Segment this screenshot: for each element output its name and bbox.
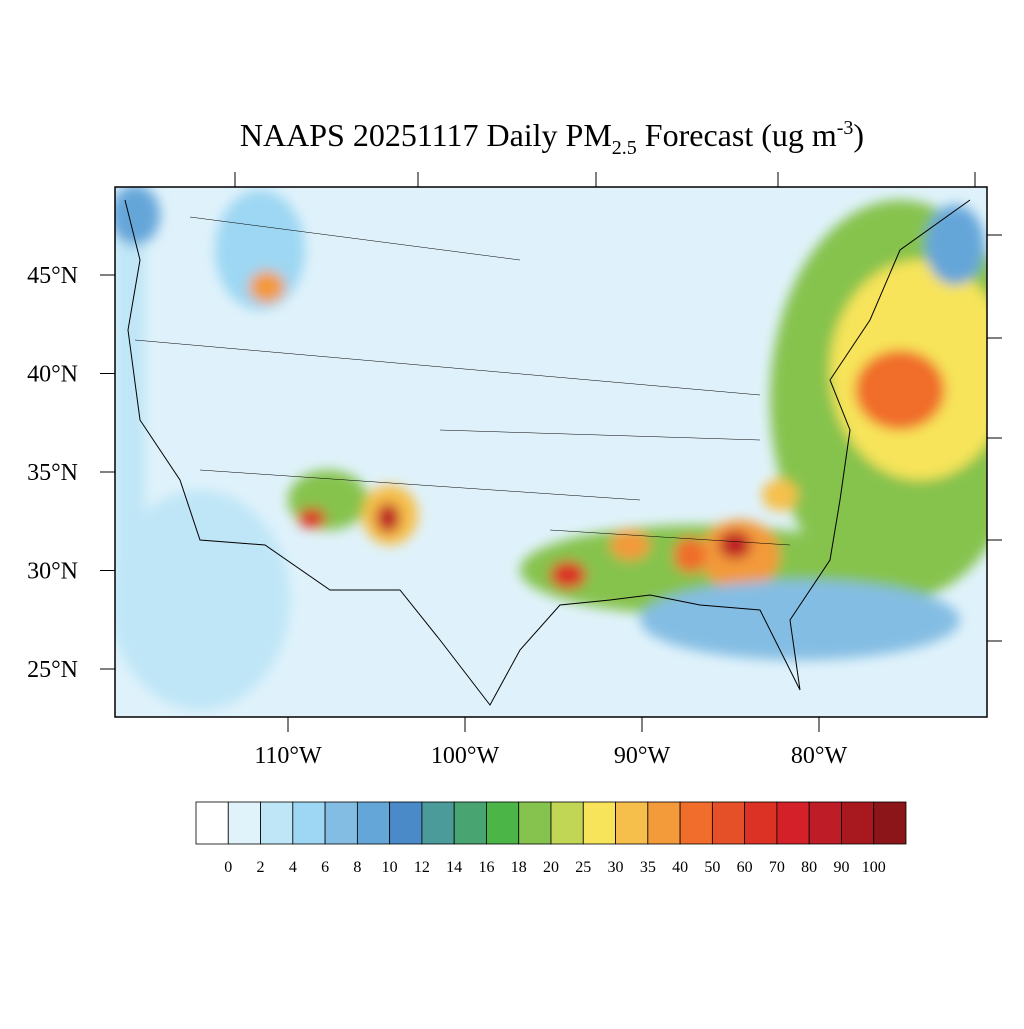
plume: [719, 531, 751, 559]
colorbar-box: [647, 801, 681, 845]
colorbar-label: 6: [321, 859, 329, 876]
plume: [115, 490, 290, 710]
plume: [674, 537, 706, 573]
colorbar-box: [776, 801, 810, 845]
plume: [550, 561, 586, 589]
coastline: [124, 199, 971, 706]
lon-label: 80°W: [791, 743, 848, 769]
lon-label: 100°W: [431, 743, 500, 769]
plume: [249, 271, 285, 303]
colorbar-label: 18: [511, 859, 527, 876]
title-sub: 2.5: [612, 137, 637, 159]
colorbar-label: 100: [862, 859, 886, 876]
colorbar-label: 50: [704, 859, 720, 876]
colorbar-box: [873, 801, 907, 845]
colorbar-box: [808, 801, 842, 845]
plume: [762, 479, 798, 511]
plume: [376, 503, 400, 533]
colorbar-label: 0: [224, 859, 232, 876]
boundaries: [124, 199, 971, 706]
map-frame: [114, 186, 988, 718]
colorbar-box: [292, 801, 326, 845]
colorbar-label: 4: [289, 859, 297, 876]
lat-label: 45°N: [27, 263, 78, 289]
colorbar-label: 90: [833, 859, 849, 876]
plume: [855, 350, 945, 430]
colorbar-box: [518, 801, 552, 845]
pm25-field: [115, 187, 987, 710]
title: NAAPS 20251117 Daily PM2.5 Forecast (ug …: [240, 117, 864, 159]
colorbar-label: 16: [478, 859, 494, 876]
colorbar-label: 60: [737, 859, 753, 876]
colorbar-box: [615, 801, 649, 845]
colorbar-box: [356, 801, 391, 845]
lat-label: 25°N: [27, 657, 78, 683]
plume: [640, 580, 960, 660]
colorbar-label: 20: [543, 859, 559, 876]
frame-ticks: [234, 172, 1002, 642]
tick: [234, 172, 1002, 642]
colorbar-box: [389, 801, 423, 845]
colorbar-box: [486, 801, 520, 845]
colorbar-box: [195, 801, 229, 845]
lat-label: 30°N: [27, 559, 78, 585]
colorbar-label: 40: [672, 859, 688, 876]
colorbar-label: 2: [257, 859, 265, 876]
title-text: NAAPS 20251117 Daily PM: [240, 117, 612, 153]
title-text: ): [853, 117, 864, 153]
colorbar-label: 35: [640, 859, 656, 876]
colorbar-box: [841, 801, 875, 845]
colorbar-box: [744, 801, 778, 845]
lat-label: 40°N: [27, 362, 78, 388]
colorbar-box: [227, 801, 261, 845]
colorbar-label: 70: [769, 859, 785, 876]
lon-label: 90°W: [614, 743, 671, 769]
colorbar-label: 12: [414, 859, 430, 876]
title-sup: -3: [837, 117, 854, 139]
plume: [115, 187, 160, 245]
colorbar-label: 14: [446, 859, 462, 876]
plume: [298, 508, 326, 528]
colorbar-label: 25: [575, 859, 591, 876]
colorbar-box: [260, 801, 294, 845]
colorbar-label: 10: [382, 859, 398, 876]
colorbar-box: [711, 801, 746, 845]
lon-label: 110°W: [254, 743, 322, 769]
state-border: [134, 216, 791, 546]
plume: [925, 205, 985, 285]
colorbar-label: 8: [353, 859, 361, 876]
colorbar-box: [453, 801, 487, 845]
colorbar-box: [324, 801, 358, 845]
colorbar-label: 30: [608, 859, 624, 876]
plume: [610, 530, 650, 560]
colorbar-label: 80: [801, 859, 817, 876]
colorbar-box: [550, 801, 584, 845]
title-text: Forecast (ug m: [637, 117, 837, 153]
lat-label: 35°N: [27, 460, 78, 486]
colorbar-box: [679, 801, 713, 845]
colorbar-box: [421, 801, 455, 845]
colorbar-box: [582, 801, 616, 845]
